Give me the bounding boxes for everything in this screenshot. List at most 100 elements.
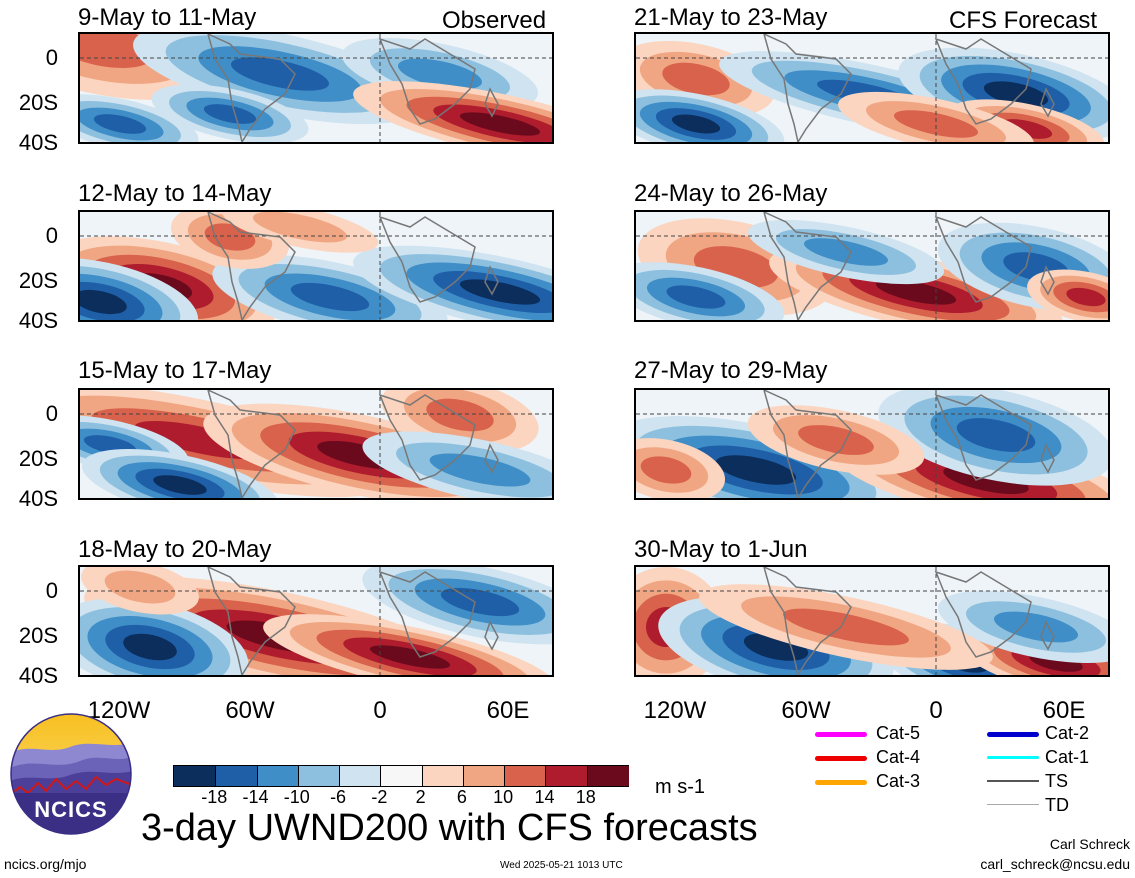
x-tick-0: 0 [929, 697, 943, 724]
map-panel-fc-3 [634, 388, 1110, 500]
anomaly-contour [93, 114, 147, 134]
colorbar-swatch [380, 766, 424, 786]
legend-swatch-td [987, 804, 1039, 805]
africa-coastline [934, 393, 1055, 481]
anomaly-contour [894, 110, 978, 138]
legend-swatch-cat1 [987, 756, 1039, 759]
x-tick-120w: 120W [643, 697, 707, 724]
panel-title-right-2: 24-May to 26-May [634, 180, 828, 207]
y-tick-0: 0 [45, 401, 58, 426]
ncics-logo-graphic [10, 713, 132, 835]
anomaly-contour [104, 570, 176, 604]
colorbar-tick-label: 6 [456, 787, 467, 807]
main-title: 3-day UWND200 with CFS forecasts [141, 807, 758, 849]
y-tick-40s: 40S [18, 663, 58, 688]
south-america-coastline [763, 34, 852, 142]
south-america-coastline [207, 390, 296, 498]
colorbar-tick-label: 10 [493, 787, 514, 807]
anomaly-contour [1066, 287, 1106, 307]
anomaly-contour [798, 425, 874, 455]
colorbar-swatch [215, 766, 259, 786]
anomaly-contour [80, 289, 127, 315]
y-tick-0: 0 [45, 223, 58, 248]
anomaly-contour [459, 279, 541, 305]
anomaly-contour [426, 398, 494, 432]
footer-author: Carl Schreck [1049, 836, 1130, 852]
y-tick-20s: 20S [18, 623, 58, 648]
south-america-coastline [763, 212, 852, 320]
map-panel-obs-3 [78, 388, 554, 500]
x-tick-60e: 60E [1042, 697, 1086, 724]
anomaly-contour [459, 112, 541, 136]
anomaly-contour [715, 455, 797, 485]
africa-coastline [934, 215, 1055, 303]
anomaly-contour [956, 418, 1036, 452]
south-america-coastline [207, 34, 296, 142]
colorbar-swatch [586, 766, 630, 786]
observed-label: Observed [442, 7, 547, 34]
south-america-coastline [763, 390, 852, 498]
legend-label-cat2: Cat-2 [1045, 723, 1090, 743]
map-panel-obs-1 [78, 32, 554, 144]
anomaly-contour [429, 453, 531, 487]
anomaly-contour [397, 58, 483, 90]
map-panel-obs-2 [78, 210, 554, 322]
africa-coastline [378, 37, 499, 125]
anomaly-contour [204, 223, 256, 251]
footer-email: carl_schreck@ncsu.edu [980, 856, 1130, 872]
colorbar-unit: m s-1 [655, 776, 705, 798]
anomaly-contour [80, 34, 155, 68]
africa-coastline [378, 393, 499, 481]
y-tick-40s: 40S [18, 486, 58, 511]
colorbar-swatch [504, 766, 547, 786]
legend-label-td: TD [1045, 795, 1069, 815]
legend-label-cat1: Cat-1 [1045, 747, 1090, 767]
colorbar-swatch [256, 766, 300, 786]
anomaly-contour [203, 104, 257, 124]
colorbar-tick-label: -18 [201, 787, 228, 807]
legend-swatch-cat4 [815, 756, 867, 761]
legend-label-ts: TS [1045, 771, 1069, 791]
colorbar-tick-label: 2 [415, 787, 426, 807]
ncics-logo: NCICS [10, 713, 132, 835]
map-panel-fc-4 [634, 565, 1110, 677]
y-tick-40s: 40S [18, 130, 58, 155]
colorbar [173, 765, 630, 787]
y-tick-20s: 20S [18, 268, 58, 293]
africa-coastline [934, 570, 1055, 658]
y-tick-0: 0 [45, 578, 58, 603]
panel-title-left-1: 9-May to 11-May [78, 4, 257, 31]
y-tick-40s: 40S [18, 308, 58, 333]
colorbar-tick-label: -14 [242, 787, 269, 807]
y-tick-20s: 20S [18, 90, 58, 115]
map-panel-fc-2 [634, 210, 1110, 322]
legend-label-cat4: Cat-4 [876, 747, 921, 767]
south-america-coastline [207, 212, 296, 320]
anomaly-contour [440, 587, 520, 617]
anomaly-contour [123, 633, 177, 661]
panel-title-left-4: 18-May to 20-May [78, 536, 272, 563]
south-america-coastline [207, 567, 296, 675]
legend-swatch-cat3 [815, 780, 867, 785]
legend-label-cat5: Cat-5 [876, 723, 921, 743]
colorbar-swatch [297, 766, 341, 786]
colorbar-swatch [545, 766, 589, 786]
panel-title-right-3: 27-May to 29-May [634, 357, 828, 384]
footer-timestamp: Wed 2025-05-21 1013 UTC [500, 860, 623, 871]
colorbar-tick-label: -6 [330, 787, 347, 807]
map-panel-fc-1 [634, 32, 1110, 144]
legend-swatch-cat2 [987, 732, 1039, 737]
anomaly-contour [290, 282, 370, 312]
legend-swatch-cat5 [815, 732, 867, 737]
panel-title-right-4: 30-May to 1-Jun [634, 536, 808, 563]
anomaly-contour [671, 114, 721, 134]
africa-coastline [934, 37, 1055, 125]
x-tick-0: 0 [373, 697, 387, 724]
colorbar-tick-label: 14 [534, 787, 555, 807]
colorbar-ticks: -18 -14 -10 -6 -2 2 6 10 14 18 [173, 787, 627, 811]
x-tick-60w: 60W [225, 697, 275, 724]
colorbar-swatch [462, 766, 506, 786]
y-tick-0: 0 [45, 45, 58, 70]
colorbar-swatch [339, 766, 382, 786]
panel-title-left-2: 12-May to 14-May [78, 180, 272, 207]
